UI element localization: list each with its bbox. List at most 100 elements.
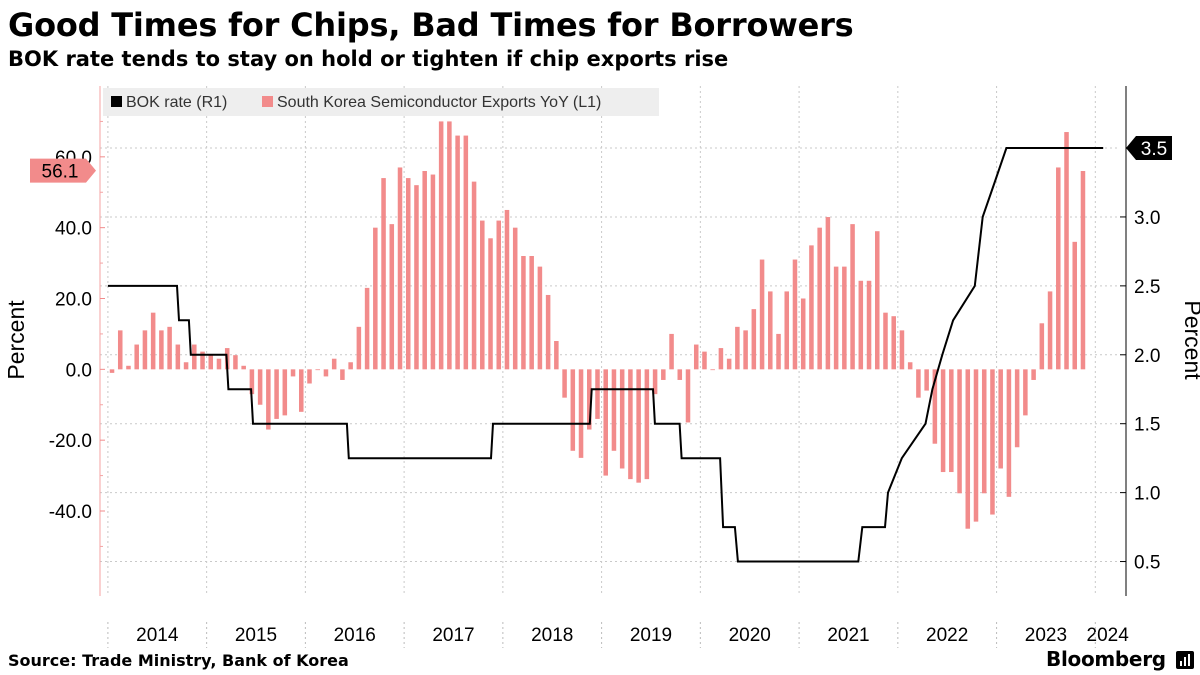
exports-bar <box>192 344 197 370</box>
exports-bar <box>973 369 979 522</box>
legend-swatch-bok <box>111 96 122 107</box>
exports-bar <box>496 220 502 370</box>
exports-bar <box>809 245 814 370</box>
right-tick-label: 1.5 <box>1134 415 1160 436</box>
exports-bar <box>800 298 806 370</box>
exports-bar <box>117 330 123 370</box>
bok-rate-line <box>107 147 1104 563</box>
exports-bar <box>315 369 320 371</box>
exports-bar <box>521 256 526 370</box>
exports-bar <box>710 369 715 371</box>
right-tick-label: 2.5 <box>1134 277 1160 298</box>
x-tick-label: 2015 <box>235 625 277 646</box>
exports-bar <box>290 369 296 377</box>
exports-bar <box>595 369 600 419</box>
exports-bar <box>891 316 896 370</box>
exports-bar <box>833 266 839 370</box>
exports-bar <box>899 330 905 370</box>
exports-bar <box>743 330 748 370</box>
exports-bar <box>628 369 633 480</box>
exports-bar <box>842 266 847 370</box>
exports-bar <box>389 224 395 370</box>
exports-bar <box>924 369 929 391</box>
exports-bar <box>554 341 559 370</box>
x-tick-label: 2016 <box>334 625 376 646</box>
legend: BOK rate (R1) South Korea Semiconductor E… <box>103 88 659 116</box>
exports-bar <box>768 291 773 370</box>
exports-bar <box>307 369 312 384</box>
exports-bar <box>874 231 880 370</box>
exports-bar <box>652 369 658 395</box>
exports-bar <box>850 224 855 370</box>
exports-bar <box>257 369 263 405</box>
left-tick-label: 0.0 <box>66 360 92 381</box>
exports-bars <box>109 121 1086 529</box>
exports-bar <box>759 259 765 370</box>
exports-bar <box>381 178 386 370</box>
value-callouts: 56.1 3.5 <box>30 136 1172 183</box>
exports-bar <box>216 358 222 370</box>
chart-subtitle: BOK rate tends to stay on hold or tighte… <box>8 47 729 71</box>
exports-bar <box>348 362 353 370</box>
exports-bar <box>241 365 246 370</box>
exports-bar <box>200 351 205 370</box>
exports-bar <box>735 326 740 370</box>
exports-bar <box>916 369 921 398</box>
rate-last-value: 3.5 <box>1141 139 1167 160</box>
exports-bar <box>299 369 304 412</box>
exports-bar <box>1064 132 1069 370</box>
right-axis-label: Percent <box>1180 300 1200 380</box>
x-tick-label: 2014 <box>136 625 179 646</box>
exports-bar <box>990 369 995 515</box>
exports-bar <box>1039 323 1045 370</box>
exports-bar <box>282 369 288 416</box>
exports-bar <box>480 220 485 370</box>
x-tick-label: 2018 <box>531 625 573 646</box>
exports-bar <box>693 344 699 370</box>
exports-bar <box>1080 171 1086 370</box>
exports-bar <box>447 121 452 370</box>
exports-bar <box>150 312 156 370</box>
exports-bar <box>356 326 362 370</box>
exports-bar <box>998 369 1003 469</box>
x-tick-label: 2019 <box>630 625 672 646</box>
exports-bar <box>471 181 477 370</box>
exports-bar <box>323 369 329 377</box>
exports-bar <box>751 309 757 370</box>
exports-bar <box>1072 241 1078 370</box>
exports-bar <box>364 287 370 370</box>
exports-bar <box>685 369 691 423</box>
x-tick-label: 2022 <box>926 625 968 646</box>
exports-bar <box>940 369 946 473</box>
exports-last-callout <box>30 158 96 183</box>
exports-bar <box>1023 369 1028 416</box>
left-axis-label: Percent <box>3 300 29 380</box>
exports-bar <box>562 369 567 398</box>
exports-bar <box>866 280 872 370</box>
exports-bar <box>883 312 888 370</box>
left-tick-label: 40.0 <box>55 219 92 240</box>
exports-bar <box>529 256 534 370</box>
x-tick-label: 2021 <box>827 625 869 646</box>
x-tick-label: 2017 <box>432 625 474 646</box>
x-tick-label: 2024 <box>1087 625 1130 646</box>
axes: -40.0-20.00.020.040.060.0Percent0.51.01.… <box>3 86 1200 648</box>
exports-bar <box>167 326 172 370</box>
exports-bar <box>587 369 592 430</box>
exports-bar <box>702 351 707 370</box>
rate-last-callout <box>1126 136 1172 161</box>
chart-title: Good Times for Chips, Bad Times for Borr… <box>8 6 854 44</box>
bloomberg-logo: Bloomberg <box>1046 647 1166 671</box>
exports-bar <box>109 369 115 373</box>
exports-bar <box>422 171 427 370</box>
exports-bar <box>249 369 255 395</box>
exports-bar <box>340 369 345 380</box>
exports-bar <box>537 266 543 370</box>
exports-bar <box>611 369 617 451</box>
legend-label-bok: BOK rate (R1) <box>126 94 227 111</box>
right-tick-label: 1.0 <box>1134 484 1160 505</box>
exports-bar <box>208 355 214 370</box>
exports-bar <box>957 369 962 494</box>
exports-bar <box>175 344 181 370</box>
